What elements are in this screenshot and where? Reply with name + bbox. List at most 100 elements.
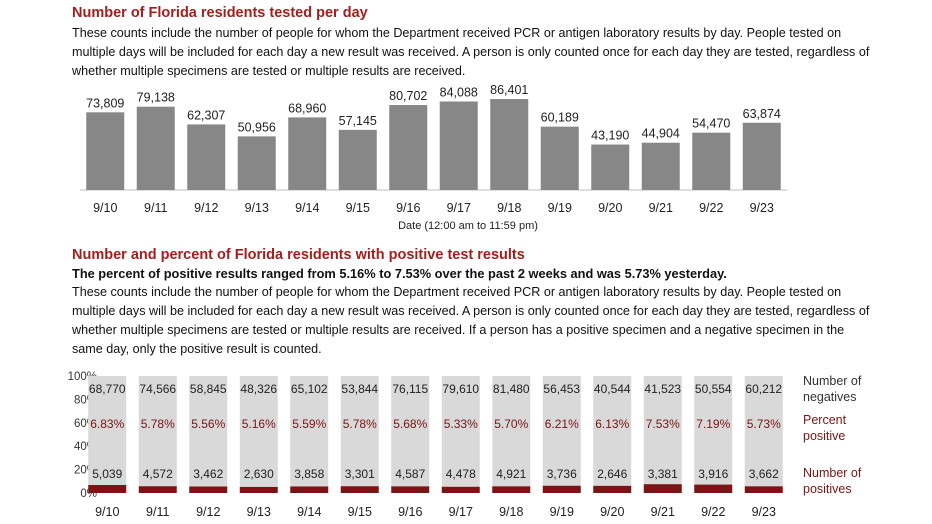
x-tick-label: 9/13 — [245, 201, 269, 215]
bar-value-label: 79,138 — [137, 91, 175, 105]
x-tick-label: 9/16 — [396, 201, 420, 215]
percent-positive-label: 5.68% — [393, 417, 427, 431]
negatives-bar-9-23 — [744, 376, 783, 487]
bar-9-12 — [187, 124, 226, 190]
positives-bar-9-14 — [290, 486, 329, 493]
percent-positive-label: 5.78% — [141, 417, 175, 431]
positives-count-label: 3,736 — [547, 467, 577, 481]
positives-bar-9-18 — [492, 486, 531, 493]
percent-positive-label: 5.78% — [343, 417, 377, 431]
bar-9-21 — [641, 142, 680, 190]
positives-count-label: 3,916 — [698, 467, 728, 481]
bar-9-14 — [288, 117, 327, 190]
negatives-bar-9-20 — [593, 376, 632, 486]
chart2-description: These counts include the number of peopl… — [72, 285, 870, 356]
percent-positive-label: 6.13% — [595, 417, 629, 431]
negatives-bar-9-16 — [391, 376, 430, 487]
x-tick-label: 9/19 — [550, 505, 574, 519]
negatives-count-label: 81,480 — [493, 382, 530, 396]
chart2-summary: The percent of positive results ranged f… — [72, 266, 727, 281]
positives-count-label: 3,462 — [193, 467, 223, 481]
negatives-count-label: 58,845 — [190, 382, 227, 396]
x-tick-label: 9/16 — [398, 505, 422, 519]
negatives-count-label: 65,102 — [291, 382, 328, 396]
x-tick-label: 9/14 — [295, 201, 319, 215]
x-tick-label: 9/10 — [95, 505, 119, 519]
x-tick-label: 9/17 — [449, 505, 473, 519]
legend-negatives-line2: negatives — [803, 390, 857, 404]
bar-value-label: 54,470 — [692, 117, 730, 131]
bar-9-18 — [490, 99, 529, 190]
bar-value-label: 43,190 — [591, 129, 629, 143]
bar-value-label: 84,088 — [440, 85, 478, 99]
negatives-count-label: 60,212 — [745, 382, 782, 396]
bar-9-15 — [338, 129, 377, 190]
bar-value-label: 62,307 — [187, 108, 225, 122]
bar-value-label: 44,904 — [642, 127, 680, 141]
negatives-bar-9-12 — [189, 376, 228, 487]
x-tick-label: 9/11 — [146, 505, 169, 519]
negatives-bar-9-14 — [290, 376, 329, 487]
percent-positive-label: 5.59% — [292, 417, 326, 431]
negatives-bar-9-15 — [340, 376, 379, 487]
negatives-bar-9-17 — [441, 376, 480, 487]
negatives-count-label: 56,453 — [543, 382, 580, 396]
positives-count-label: 2,646 — [597, 467, 627, 481]
percent-positive-label: 5.73% — [747, 417, 781, 431]
chart1-description: These counts include the number of peopl… — [72, 26, 870, 78]
positives-count-label: 3,301 — [345, 467, 375, 481]
percent-positive-label: 7.53% — [646, 417, 680, 431]
x-tick-label: 9/22 — [699, 201, 723, 215]
x-tick-label: 9/15 — [346, 201, 370, 215]
x-tick-label: 9/13 — [247, 505, 271, 519]
x-tick-label: 9/23 — [750, 201, 774, 215]
percent-positive-label: 6.83% — [90, 417, 124, 431]
bar-9-22 — [692, 132, 731, 190]
negatives-count-label: 74,566 — [139, 382, 176, 396]
negatives-bar-9-18 — [492, 376, 531, 487]
positives-bar-9-15 — [340, 486, 379, 493]
positives-bar-9-20 — [593, 485, 632, 493]
x-tick-label: 9/22 — [701, 505, 725, 519]
x-tick-label: 9/18 — [497, 201, 521, 215]
positives-bar-9-11 — [138, 486, 177, 493]
x-tick-label: 9/21 — [649, 201, 673, 215]
positives-count-label: 4,921 — [496, 467, 526, 481]
negatives-bar-9-22 — [694, 376, 733, 485]
x-tick-label: 9/20 — [600, 505, 624, 519]
legend-positives-line2: positives — [803, 482, 852, 496]
x-tick-label: 9/19 — [548, 201, 572, 215]
positive-results-chart: 0%20%40%60%80%100%68,7706.83%5,0399/1074… — [68, 371, 862, 519]
positives-bar-9-19 — [542, 485, 581, 493]
x-tick-label: 9/12 — [196, 505, 220, 519]
negatives-bar-9-10 — [88, 376, 127, 486]
positives-count-label: 3,381 — [648, 467, 678, 481]
legend-percent-line2: positive — [803, 429, 845, 443]
negatives-count-label: 40,544 — [594, 382, 631, 396]
x-tick-label: 9/17 — [447, 201, 471, 215]
x-tick-label: 9/10 — [93, 201, 117, 215]
positives-bar-9-17 — [441, 486, 480, 493]
bar-9-16 — [389, 105, 428, 190]
bar-value-label: 68,960 — [288, 101, 326, 115]
x-tick-label: 9/15 — [348, 505, 372, 519]
bar-9-20 — [591, 144, 630, 190]
positives-bar-9-23 — [744, 486, 783, 493]
bar-value-label: 57,145 — [339, 114, 377, 128]
chart1-title: Number of Florida residents tested per d… — [72, 5, 368, 21]
percent-positive-label: 5.16% — [242, 417, 276, 431]
x-tick-label: 9/18 — [499, 505, 523, 519]
positives-bar-9-16 — [391, 486, 430, 493]
bar-value-label: 60,189 — [541, 111, 579, 125]
chart2-title: Number and percent of Florida residents … — [72, 247, 525, 263]
x-tick-label: 9/14 — [297, 505, 321, 519]
bar-9-23 — [742, 122, 781, 190]
positives-count-label: 3,858 — [294, 467, 324, 481]
positives-bar-9-10 — [88, 485, 127, 493]
percent-positive-label: 5.56% — [191, 417, 225, 431]
bar-value-label: 86,401 — [490, 83, 528, 97]
bar-value-label: 73,809 — [86, 96, 124, 110]
legend-negatives-line1: Number of — [803, 374, 862, 388]
negatives-bar-9-11 — [138, 376, 177, 487]
